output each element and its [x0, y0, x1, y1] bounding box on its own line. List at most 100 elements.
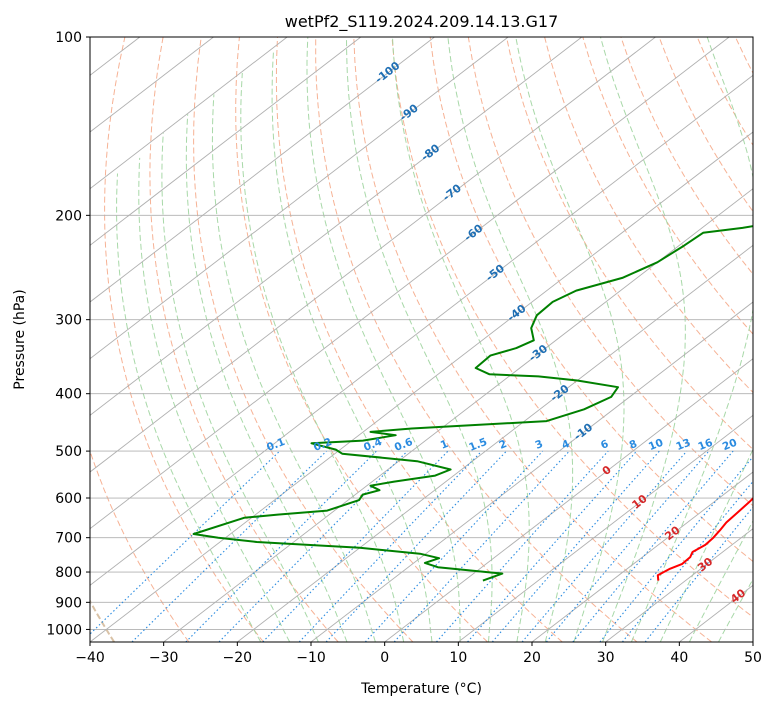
- moist-adiabat: [447, 37, 574, 642]
- isotherm-label: 0: [600, 463, 614, 478]
- mixing-ratio-label: 2: [497, 438, 508, 452]
- dry-adiabat: [391, 37, 753, 618]
- mixing-ratio-line: [298, 450, 483, 642]
- dry-adiabat: [696, 37, 753, 147]
- dry-adiabat: [734, 37, 753, 75]
- moist-adiabat: [659, 448, 753, 642]
- moist-adiabat: [515, 37, 625, 642]
- isotherm-line: [237, 244, 753, 642]
- mixing-ratio-label: 3: [534, 438, 545, 452]
- dry-adiabat: [467, 37, 753, 507]
- x-tick-label: 50: [744, 650, 762, 666]
- dry-adiabats: [90, 37, 753, 642]
- y-axis-ticks: 100 200 300 400 500 600 700 800 900 1000: [46, 30, 90, 638]
- isotherm-line: [458, 414, 753, 642]
- x-tick-label: 30: [597, 650, 615, 666]
- isotherm-line: [90, 74, 753, 586]
- isotherm-line: [90, 37, 362, 246]
- isotherm-label: -20: [548, 382, 572, 405]
- x-tick-label: −10: [296, 650, 326, 666]
- isotherm-label: 10: [630, 492, 650, 512]
- isotherm-line: [0, 37, 66, 642]
- moist-adiabat: [392, 37, 530, 642]
- mixing-ratio-label: 13: [674, 437, 692, 454]
- y-tick-label: 900: [55, 595, 82, 611]
- moist-adiabat: [688, 519, 753, 642]
- x-tick-label: −40: [75, 650, 105, 666]
- mixing-ratio-line: [131, 450, 327, 642]
- mixing-ratio-line: [262, 450, 449, 642]
- isotherm-line: [90, 37, 509, 360]
- mixing-ratio-label: 16: [696, 437, 714, 454]
- isotherm-line: [163, 188, 753, 642]
- mixing-ratio-line: [491, 450, 660, 642]
- dry-adiabat: [658, 37, 753, 213]
- x-tick-label: 40: [670, 650, 688, 666]
- dry-adiabat: [544, 37, 753, 394]
- dry-adiabat: [275, 37, 563, 642]
- isotherm-line: [90, 37, 288, 190]
- moist-adiabat: [240, 72, 405, 642]
- dry-adiabat: [193, 37, 414, 642]
- y-tick-label: 500: [55, 444, 82, 460]
- isotherm-label: -60: [462, 221, 486, 244]
- profile-lines: [192, 225, 753, 582]
- mixing-ratio-line: [218, 450, 408, 642]
- dry-adiabat: [235, 37, 488, 642]
- x-tick-label: 10: [449, 650, 467, 666]
- mixing-ratio-label: 8: [628, 438, 639, 452]
- isotherm-line: [90, 37, 730, 530]
- isotherm-label: 20: [662, 523, 682, 543]
- dry-adiabat: [149, 37, 339, 642]
- isotherm-line: [605, 528, 753, 642]
- isotherm-label: -10: [571, 420, 595, 443]
- mixing-ratio-line: [545, 450, 710, 642]
- isotherm-line: [90, 37, 583, 416]
- moist-adiabat: [346, 37, 493, 642]
- y-tick-label: 600: [55, 491, 82, 507]
- mixing-ratio-label: 1: [439, 438, 450, 452]
- isotherm-label: 30: [695, 555, 715, 575]
- isotherm-label: -70: [440, 181, 464, 204]
- isotherm-label: -90: [397, 101, 421, 124]
- mixing-ratio-label: 4: [560, 438, 571, 452]
- isotherm-label: -80: [419, 141, 443, 164]
- isotherm-label: -40: [505, 302, 529, 325]
- mixing-ratio-line: [90, 450, 281, 635]
- mixing-ratio-line: [325, 450, 507, 642]
- dry-adiabat: [620, 37, 753, 275]
- dewpoint-line: [192, 225, 753, 582]
- isotherms: [0, 37, 753, 642]
- mixing-ratio-label: 10: [647, 437, 665, 454]
- isotherm-line: [90, 37, 214, 133]
- mixing-ratio-line: [467, 450, 638, 642]
- isotherm-line: [531, 471, 753, 642]
- x-axis-ticks: −40 −30 −20 −10 0 10 20 30 40 50: [75, 642, 762, 666]
- x-tick-label: 0: [380, 650, 389, 666]
- temperature-line: [656, 496, 753, 581]
- y-tick-label: 1000: [46, 622, 82, 638]
- x-tick-label: −20: [223, 650, 253, 666]
- y-axis-label: Pressure (hPa): [12, 289, 28, 389]
- dry-adiabat: [104, 37, 264, 642]
- y-tick-label: 700: [55, 531, 82, 547]
- y-tick-label: 200: [55, 208, 82, 224]
- moist-adiabat: [116, 173, 262, 642]
- x-tick-label: 20: [523, 650, 541, 666]
- isotherm-line: [752, 641, 753, 642]
- mixing-ratio-line: [435, 450, 609, 642]
- chart-title: wetPf2_S119.2024.209.14.13.G17: [285, 12, 559, 32]
- dry-adiabat: [315, 37, 638, 642]
- plot-frame: [89, 36, 754, 643]
- mixing-ratio-lines: [90, 450, 753, 642]
- plot-area: [0, 37, 753, 642]
- y-tick-label: 300: [55, 313, 82, 329]
- isotherm-line: [90, 131, 753, 642]
- mixing-ratio-line: [572, 450, 734, 642]
- isotherm-line: [90, 37, 656, 473]
- moist-adiabat: [600, 37, 686, 642]
- moist-adiabat: [185, 114, 348, 642]
- moist-adiabat: [161, 132, 319, 642]
- isotherm-label: 40: [728, 586, 748, 606]
